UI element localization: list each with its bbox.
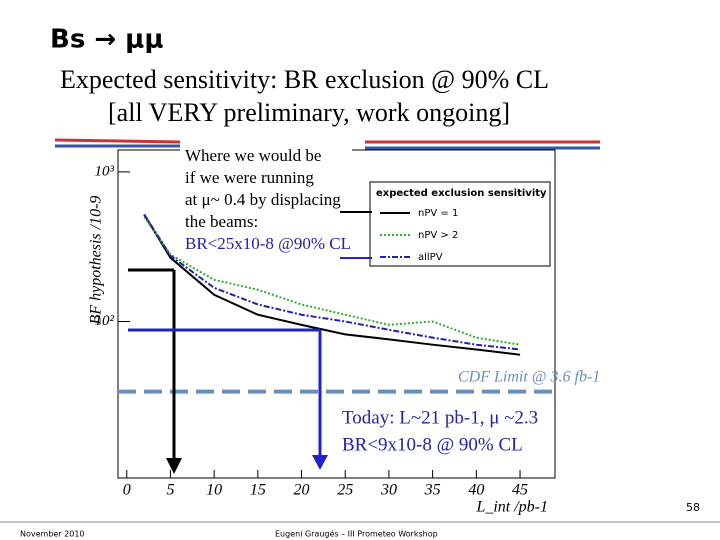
x-tick-label: 20 [294,482,310,499]
x-tick-label: 0 [123,482,131,499]
x-tick-label: 40 [468,482,484,499]
series-line [143,214,521,356]
series-line [143,213,521,351]
footer-author: Eugeni Graugés – III Prometeo Workshop [275,529,438,539]
x-tick-label: 45 [512,482,528,499]
legend-label: nPV > 2 [418,230,458,241]
legend-box [369,181,551,267]
series-line [143,216,521,346]
annotation-text: BR<25x10-8 @90% CL [185,234,351,253]
y-axis-label: BF hypothesis /10-9 [88,196,105,325]
x-tick-label: 5 [166,482,174,499]
deco-line [54,138,181,144]
y-tick-label: 10² [95,313,115,329]
reference-label: CDF Limit @ 3.6 fb-1 [458,368,600,385]
heading: [all VERY preliminary, work ongoing] [108,98,510,127]
annotation-text: Today: L~21 pb-1, μ ~2.3 [342,407,538,428]
arrowhead [166,458,182,474]
annotation-text: at μ~ 0.4 by displacing [185,190,341,209]
x-tick-label: 35 [424,482,441,499]
x-axis-label: L_int /pb-1 [475,499,548,516]
annotation-text: the beams: [185,212,258,231]
slide-title: Bs → μμ [50,25,163,55]
footer-date: November 2010 [20,530,85,539]
x-tick-label: 25 [337,482,353,499]
arrowhead [312,455,328,470]
legend-label: nPV = 1 [418,208,458,219]
x-tick-label: 15 [250,482,266,499]
annotation-box [336,402,546,462]
legend-title: expected exclusion sensitivity [376,188,547,199]
annotation-text: if we were running [185,168,314,187]
annotation-text: Where we would be [185,146,321,165]
legend-label: allPV [418,252,443,263]
annotation-box [180,146,352,258]
annotation-text: BR<9x10-8 @ 90% CL [342,434,523,455]
x-tick-label: 10 [206,482,222,499]
x-tick-label: 30 [380,482,397,499]
y-tick-label: 10³ [95,163,115,179]
page-number: 58 [686,501,700,514]
heading: Expected sensitivity: BR exclusion @ 90%… [60,65,549,94]
